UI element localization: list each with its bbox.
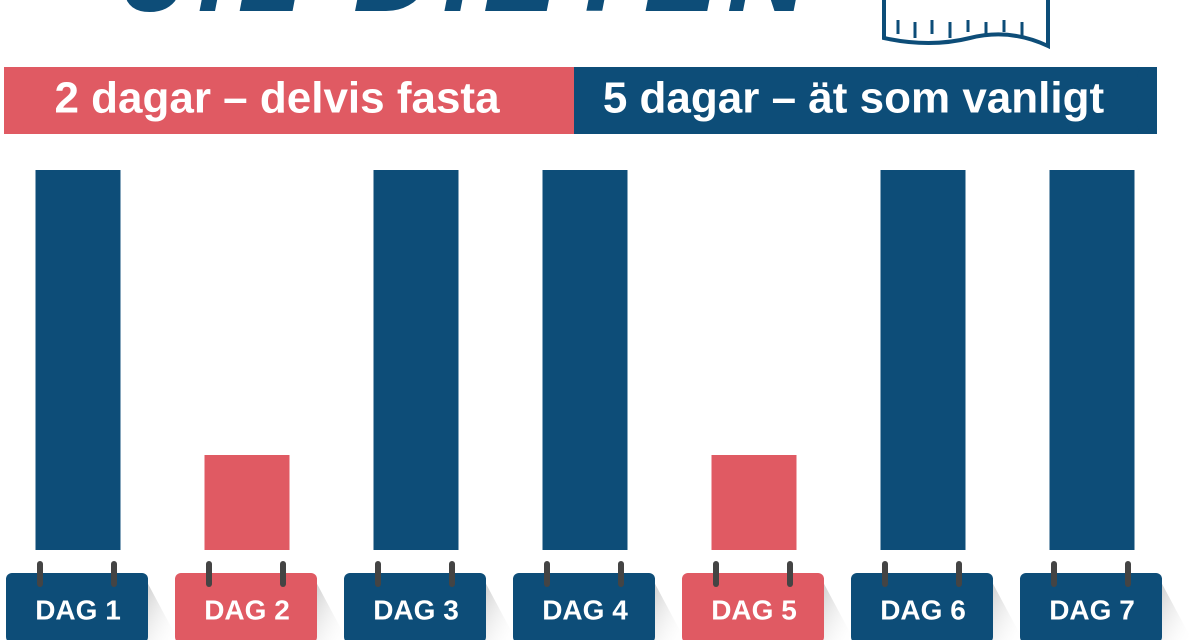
calendar-ring xyxy=(713,561,719,587)
calendar-tab xyxy=(851,573,993,640)
tab-shadow xyxy=(146,580,178,640)
calendar-ring xyxy=(37,561,43,587)
calendar-ring xyxy=(280,561,286,587)
calendar-ring xyxy=(1125,561,1131,587)
x-tick-label: DAG 7 xyxy=(1049,594,1135,625)
calendar-tab xyxy=(1020,573,1162,640)
chart-title: 5:2 DIETEN xyxy=(124,0,817,35)
tab-shadow xyxy=(1160,580,1192,640)
legend-label: 2 dagar – delvis fasta xyxy=(54,74,500,123)
legend-corner xyxy=(4,67,24,134)
legend-corner xyxy=(1137,67,1157,134)
calendar-tab xyxy=(175,573,317,640)
calendar-tab xyxy=(513,573,655,640)
calendar-tab xyxy=(344,573,486,640)
x-tick-label: DAG 6 xyxy=(880,594,966,625)
x-tick-label: DAG 2 xyxy=(204,594,290,625)
calendar-ring xyxy=(882,561,888,587)
x-tick-label: DAG 4 xyxy=(542,594,628,625)
bar xyxy=(542,170,628,550)
calendar-ring xyxy=(206,561,212,587)
calendar-ring xyxy=(111,561,117,587)
x-tick-label: DAG 5 xyxy=(711,594,797,625)
bar xyxy=(711,455,797,550)
tab-shadow xyxy=(315,580,347,640)
calendar-ring xyxy=(956,561,962,587)
bar xyxy=(204,455,290,550)
bar xyxy=(373,170,459,550)
tab-shadow xyxy=(484,580,516,640)
tab-shadow xyxy=(653,580,685,640)
x-tick-label: DAG 3 xyxy=(373,594,459,625)
x-tick-label: DAG 1 xyxy=(35,594,121,625)
legend-band xyxy=(574,67,1157,134)
calendar-ring xyxy=(618,561,624,587)
bar xyxy=(1049,170,1135,550)
bar xyxy=(35,170,121,550)
calendar-ring xyxy=(1051,561,1057,587)
calendar-ring xyxy=(787,561,793,587)
calendar-ring xyxy=(375,561,381,587)
calendar-tab xyxy=(682,573,824,640)
calendar-ring xyxy=(544,561,550,587)
legend-band xyxy=(4,67,574,134)
calendar-tab xyxy=(6,573,148,640)
legend-label: 5 dagar – ät som vanligt xyxy=(603,74,1105,123)
tape-icon xyxy=(882,0,1050,50)
calendar-ring xyxy=(449,561,455,587)
tab-shadow xyxy=(991,580,1023,640)
bar xyxy=(880,170,966,550)
tab-shadow xyxy=(822,580,854,640)
